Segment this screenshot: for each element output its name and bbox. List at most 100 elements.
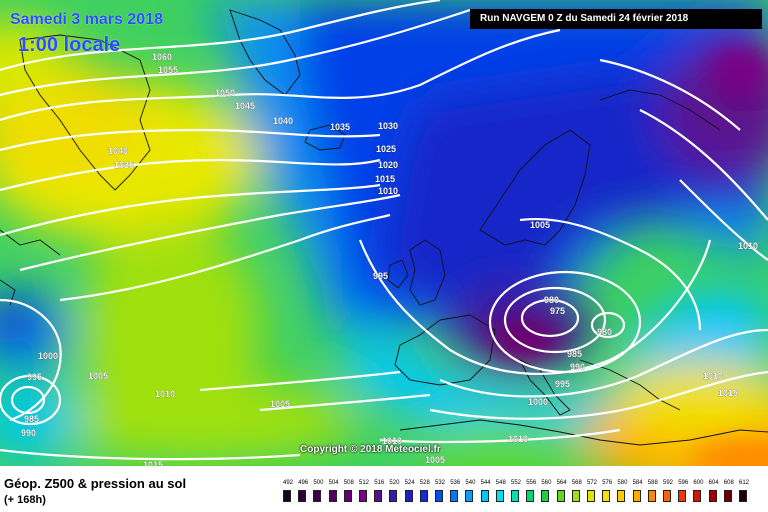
color-scale: 492 496 500 504 508 512 516 520 524 528 532 536 540 5… (283, 480, 755, 506)
isobar-label: 995 (27, 372, 42, 382)
copyright: Copyright © 2018 Meteociel.fr (300, 444, 441, 455)
scale-swatch (328, 490, 337, 502)
scale-tick-label: 568 (571, 480, 582, 486)
isobar-label: 1010 (155, 389, 175, 399)
isobar-label: 1040 (273, 116, 293, 126)
scale-tick-label: 500 (313, 480, 324, 486)
pressure-labels: 1060 1055 1050 1045 1040 1035 1040 1035 … (21, 52, 758, 466)
isobar-label: 1060 (152, 52, 172, 62)
scale-swatch (723, 490, 732, 502)
forecast-date: Samedi 3 mars 2018 (10, 11, 163, 28)
scale-tick-label: 520 (389, 480, 400, 486)
isobar-label: 1045 (235, 101, 255, 111)
scale-tick-label: 572 (587, 480, 598, 486)
scale-swatch (617, 490, 626, 502)
isobar-label: 1035 (114, 160, 134, 170)
scale-tick-label: 580 (617, 480, 628, 486)
scale-tick-label: 556 (526, 480, 537, 486)
scale-tick-label: 604 (708, 480, 719, 486)
scale-swatch (678, 490, 687, 502)
scale-tick-label: 600 (693, 480, 704, 486)
isobar-label: 1035 (330, 122, 350, 132)
isobar-label: 1050 (215, 88, 235, 98)
scale-swatch (374, 490, 383, 502)
scale-swatch (404, 490, 413, 502)
isobars (0, 0, 768, 461)
scale-swatch (663, 490, 671, 502)
scale-swatch (632, 490, 641, 502)
scale-swatch (647, 490, 656, 502)
geopotential-field (0, 0, 768, 466)
isobar-label: 1000 (38, 351, 58, 361)
scale-swatch (602, 490, 611, 502)
scale-tick-label: 508 (343, 480, 354, 486)
scale-swatch (313, 490, 322, 502)
scale-tick-label: 564 (556, 480, 567, 486)
scale-swatch (556, 490, 565, 502)
scale-tick-label: 596 (678, 480, 689, 486)
scale-swatch (343, 490, 352, 502)
scale-tick-label: 584 (632, 480, 643, 486)
scale-swatch (541, 490, 550, 502)
isobar-label: 1005 (425, 455, 445, 465)
isobar-label: 1005 (88, 371, 108, 381)
scale-swatch (435, 490, 443, 502)
legend-footer: Géop. Z500 & pression au sol (+ 168h) 49… (0, 466, 768, 512)
forecast-time: 1:00 locale (18, 34, 121, 56)
scale-swatch (739, 490, 747, 502)
map-panel: 1060 1055 1050 1045 1040 1035 1040 1035 … (0, 0, 768, 466)
isobar-label: 980 (544, 295, 559, 305)
scale-swatch (298, 490, 307, 502)
scale-tick-label: 492 (283, 480, 294, 486)
isobar-label: 1010 (382, 436, 402, 446)
scale-swatch (465, 490, 474, 502)
scale-tick-label: 548 (495, 480, 506, 486)
scale-swatch (587, 490, 595, 502)
isobar-label: 1015 (143, 460, 163, 466)
isobar-label: 1010 (378, 186, 398, 196)
coastlines (0, 9, 768, 446)
scale-swatch (708, 490, 717, 502)
scale-swatch (283, 490, 291, 502)
isobar-label: 990 (570, 362, 585, 372)
scale-tick-label: 576 (602, 480, 613, 486)
scale-tick-label: 496 (298, 480, 309, 486)
isobar-label: 1010 (703, 371, 723, 381)
scale-tick-label: 544 (480, 480, 491, 486)
scale-tick-label: 512 (359, 480, 370, 486)
isobar-label: 975 (550, 306, 565, 316)
scale-tick-label: 592 (663, 480, 674, 486)
isobar-label: 980 (597, 327, 612, 337)
isobar-label: 1040 (108, 146, 128, 156)
scale-swatch (480, 490, 489, 502)
scale-swatch (495, 490, 504, 502)
map-canvas: 1060 1055 1050 1045 1040 1035 1040 1035 … (0, 0, 768, 466)
isobar-label: 1010 (508, 434, 528, 444)
isobar-label: 1005 (530, 220, 550, 230)
scale-swatch (450, 490, 459, 502)
isobar-label: 995 (373, 271, 388, 281)
legend-title: Géop. Z500 & pression au sol (4, 476, 187, 491)
scale-tick-label: 524 (404, 480, 415, 486)
isobar-label: 985 (567, 349, 582, 359)
isobar-label: 1010 (738, 241, 758, 251)
scale-swatch (511, 490, 519, 502)
isobar-label: 990 (21, 428, 36, 438)
isobar-label: 1055 (158, 65, 178, 75)
scale-tick-label: 540 (465, 480, 476, 486)
isobar-label: 1030 (378, 121, 398, 131)
scale-tick-label: 552 (511, 480, 522, 486)
legend-subtitle: (+ 168h) (4, 494, 46, 506)
scale-swatch (526, 490, 535, 502)
isobar-label: 1020 (378, 160, 398, 170)
scale-swatch (693, 490, 702, 502)
scale-swatch (359, 490, 367, 502)
isobar-label: 1005 (270, 399, 290, 409)
isobar-label: 1015 (718, 388, 738, 398)
scale-tick-label: 612 (739, 480, 750, 486)
scale-tick-label: 560 (541, 480, 552, 486)
scale-tick-label: 504 (328, 480, 339, 486)
isobar-label: 1015 (375, 174, 395, 184)
scale-tick-label: 536 (450, 480, 461, 486)
